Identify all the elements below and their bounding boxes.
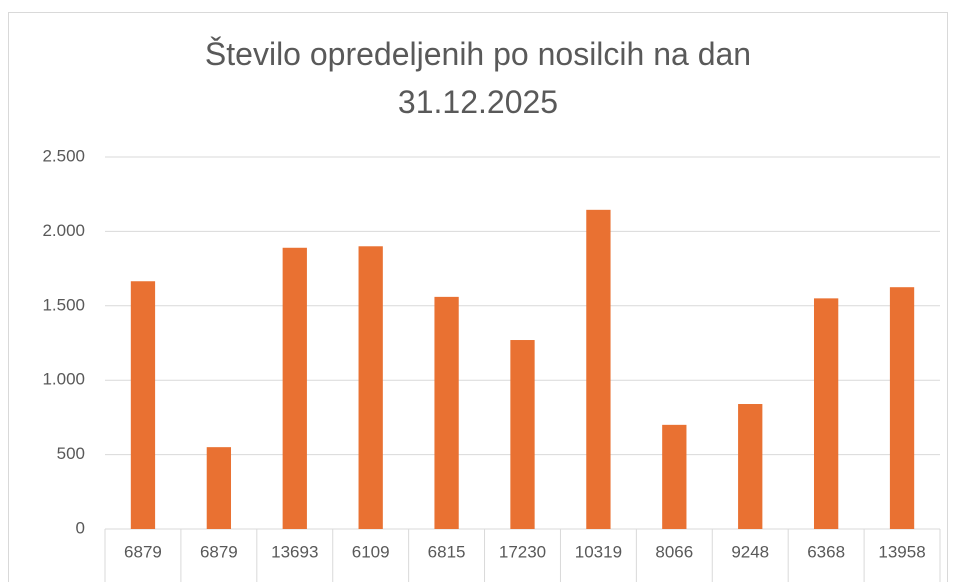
bar bbox=[510, 340, 535, 529]
x-tick-label: 10319 bbox=[575, 542, 622, 561]
x-tick-label: 6368 bbox=[807, 542, 845, 561]
x-tick-label: 8066 bbox=[655, 542, 693, 561]
x-tick-label: 13958 bbox=[878, 542, 925, 561]
x-tick-label: 17230 bbox=[499, 542, 546, 561]
bar bbox=[358, 246, 383, 529]
bar bbox=[813, 298, 839, 529]
chart-title: Število opredeljenih po nosilcih na dan … bbox=[204, 36, 752, 120]
x-tick-label: 6815 bbox=[428, 542, 466, 561]
x-tick-label: 9248 bbox=[731, 542, 769, 561]
y-tick-label: 0 bbox=[76, 518, 85, 537]
bar bbox=[434, 296, 459, 529]
bar bbox=[662, 424, 687, 529]
bar bbox=[130, 281, 156, 529]
y-tick-label: 500 bbox=[57, 444, 85, 463]
x-tick-label: 6879 bbox=[124, 542, 162, 561]
bar bbox=[206, 447, 232, 529]
x-tick-label: 6109 bbox=[352, 542, 390, 561]
y-tick-label: 1.000 bbox=[42, 370, 85, 389]
bar bbox=[738, 404, 763, 529]
bar bbox=[282, 247, 307, 529]
y-tick-label: 1.500 bbox=[42, 295, 85, 314]
chart-frame bbox=[8, 12, 948, 582]
x-tick-label: 13693 bbox=[271, 542, 318, 561]
y-tick-label: 2.000 bbox=[42, 221, 85, 240]
bar bbox=[586, 209, 611, 529]
x-tick-label: 6879 bbox=[200, 542, 238, 561]
y-tick-label: 2.500 bbox=[42, 146, 85, 165]
bar bbox=[889, 287, 915, 529]
